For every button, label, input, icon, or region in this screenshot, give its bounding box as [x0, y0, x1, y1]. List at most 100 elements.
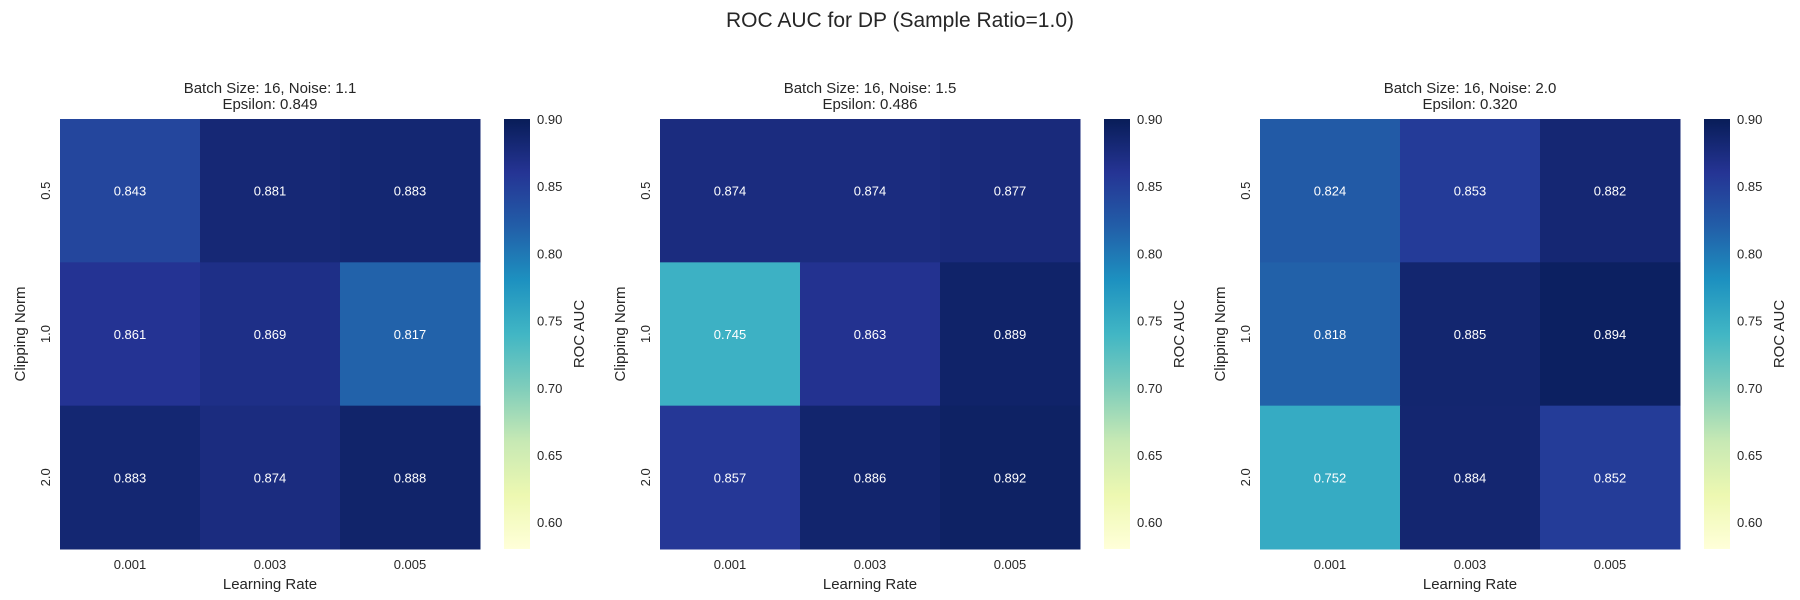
cell-value-label: 0.883 — [394, 184, 427, 199]
colorbar-tick-label: 0.80 — [1137, 246, 1162, 261]
colorbar-tick-label: 0.60 — [537, 515, 562, 530]
heatmap-cell — [1400, 262, 1541, 407]
cell-value-label: 0.881 — [254, 184, 287, 199]
cell-value-label: 0.857 — [714, 470, 747, 485]
x-tick-label: 0.003 — [854, 557, 887, 572]
cell-value-label: 0.852 — [1594, 470, 1627, 485]
x-tick-label: 0.001 — [714, 557, 747, 572]
heatmap-cell — [1260, 262, 1401, 407]
cell-value-label: 0.752 — [1314, 470, 1347, 485]
x-tick-label: 0.005 — [1594, 557, 1627, 572]
heatmap-cell — [660, 262, 801, 407]
heatmap-cell — [1540, 262, 1681, 407]
y-tick-label: 1.0 — [638, 325, 653, 343]
cell-value-label: 0.745 — [714, 327, 747, 342]
heatmap-cell — [60, 405, 201, 550]
y-tick-label: 1.0 — [1238, 325, 1253, 343]
figure-title: ROC AUC for DP (Sample Ratio=1.0) — [726, 9, 1074, 32]
colorbar-tick-label: 0.70 — [1737, 381, 1762, 396]
x-tick-label: 0.005 — [994, 557, 1027, 572]
x-tick-label: 0.003 — [254, 557, 287, 572]
x-tick-label: 0.001 — [114, 557, 147, 572]
cell-value-label: 0.886 — [854, 470, 887, 485]
colorbar-tick-label: 0.65 — [1737, 448, 1762, 463]
colorbar-label: ROC AUC — [1771, 300, 1788, 369]
panel-title: Batch Size: 16, Noise: 1.1 — [184, 80, 357, 97]
panel-title: Batch Size: 16, Noise: 1.5 — [784, 80, 957, 97]
cell-value-label: 0.894 — [1594, 327, 1627, 342]
cell-value-label: 0.885 — [1454, 327, 1487, 342]
y-axis-label: Clipping Norm — [612, 286, 629, 381]
cell-value-label: 0.861 — [114, 327, 147, 342]
heatmap-cell — [940, 262, 1081, 407]
heatmap-cell — [340, 405, 481, 550]
colorbar-tick-label: 0.70 — [537, 381, 562, 396]
colorbar-tick-label: 0.85 — [1737, 179, 1762, 194]
cell-value-label: 0.843 — [114, 184, 147, 199]
cell-value-label: 0.869 — [254, 327, 287, 342]
y-tick-label: 0.5 — [38, 182, 53, 200]
colorbar-tick-label: 0.85 — [537, 179, 562, 194]
colorbar-tick-label: 0.90 — [1737, 112, 1762, 127]
x-tick-label: 0.003 — [1454, 557, 1487, 572]
x-axis-label: Learning Rate — [1423, 576, 1517, 593]
cell-value-label: 0.874 — [254, 470, 287, 485]
panel-subtitle: Epsilon: 0.486 — [822, 96, 917, 113]
colorbar-tick-label: 0.60 — [1737, 515, 1762, 530]
colorbar-tick-label: 0.65 — [537, 448, 562, 463]
colorbar-tick-label: 0.85 — [1137, 179, 1162, 194]
cell-value-label: 0.889 — [994, 327, 1027, 342]
heatmap-cell — [660, 119, 801, 263]
heatmap-cell — [60, 262, 201, 407]
colorbar-tick-label: 0.80 — [537, 246, 562, 261]
heatmap-cell — [800, 262, 941, 407]
heatmap-cell — [1260, 119, 1401, 263]
colorbar-tick-label: 0.90 — [537, 112, 562, 127]
cell-value-label: 0.877 — [994, 184, 1027, 199]
x-axis-label: Learning Rate — [823, 576, 917, 593]
colorbar-tick-label: 0.75 — [537, 314, 562, 329]
colorbar — [504, 119, 530, 549]
colorbar — [1104, 119, 1130, 549]
panel-subtitle: Epsilon: 0.849 — [222, 96, 317, 113]
colorbar — [1704, 119, 1730, 549]
heatmap-cell — [1540, 119, 1681, 263]
y-tick-label: 0.5 — [638, 182, 653, 200]
y-tick-label: 2.0 — [38, 468, 53, 486]
heatmap-cell — [800, 119, 941, 263]
cell-value-label: 0.853 — [1454, 184, 1487, 199]
heatmap-cell — [1400, 405, 1541, 550]
heatmap-cell — [800, 405, 941, 550]
cell-value-label: 0.824 — [1314, 184, 1347, 199]
heatmap-cell — [200, 262, 341, 407]
heatmap-cell — [940, 119, 1081, 263]
heatmap-cell — [660, 405, 801, 550]
heatmap-cell — [1400, 119, 1541, 263]
cell-value-label: 0.818 — [1314, 327, 1347, 342]
heatmap-cell — [340, 262, 481, 407]
colorbar-tick-label: 0.60 — [1137, 515, 1162, 530]
colorbar-tick-label: 0.75 — [1137, 314, 1162, 329]
y-axis-label: Clipping Norm — [12, 286, 29, 381]
heatmap-cell — [1540, 405, 1681, 550]
x-tick-label: 0.001 — [1314, 557, 1347, 572]
colorbar-tick-label: 0.65 — [1137, 448, 1162, 463]
colorbar-label: ROC AUC — [571, 300, 588, 369]
panel-title: Batch Size: 16, Noise: 2.0 — [1384, 80, 1557, 97]
colorbar-tick-label: 0.70 — [1137, 381, 1162, 396]
heatmap-cell — [340, 119, 481, 263]
x-tick-label: 0.005 — [394, 557, 427, 572]
heatmap-cell — [200, 405, 341, 550]
colorbar-tick-label: 0.75 — [1737, 314, 1762, 329]
y-tick-label: 1.0 — [38, 325, 53, 343]
cell-value-label: 0.892 — [994, 470, 1027, 485]
x-axis-label: Learning Rate — [223, 576, 317, 593]
cell-value-label: 0.874 — [854, 184, 887, 199]
heatmap-cell — [1260, 405, 1401, 550]
cell-value-label: 0.883 — [114, 470, 147, 485]
cell-value-label: 0.863 — [854, 327, 887, 342]
y-axis-label: Clipping Norm — [1212, 286, 1229, 381]
